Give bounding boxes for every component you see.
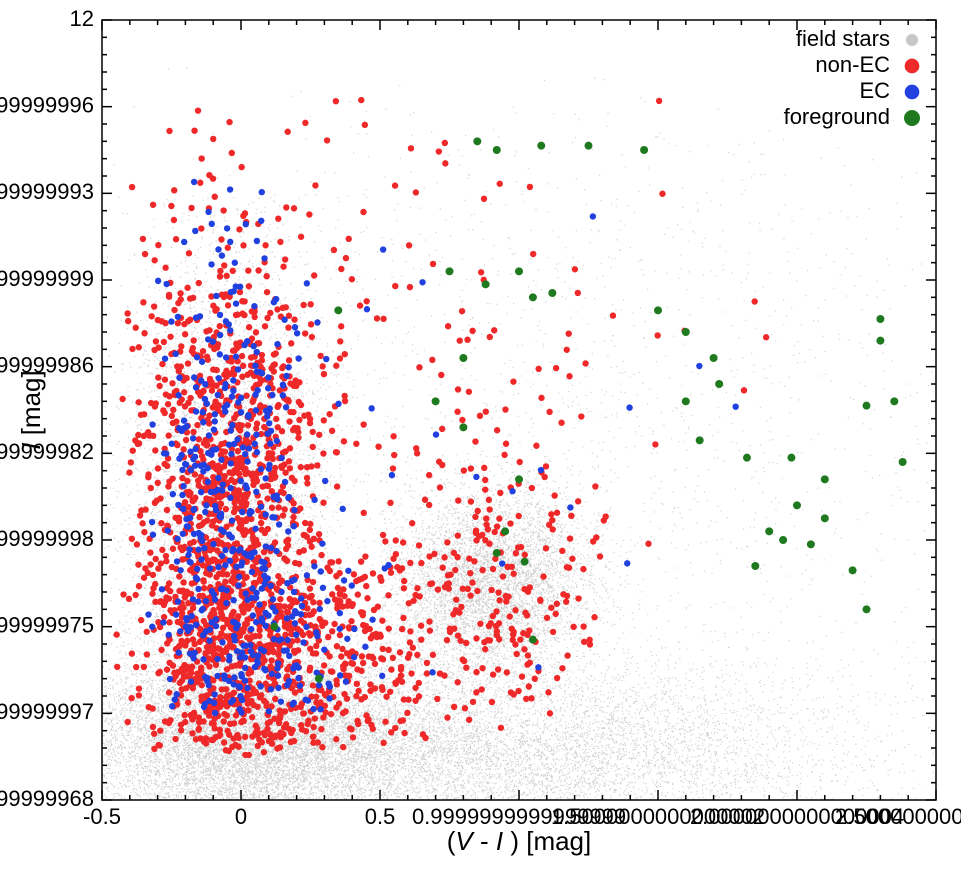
y-tick-label: 17.99999999999998 <box>0 526 94 551</box>
y-tick-label: 20.999999999999968 <box>0 786 94 811</box>
x-tick-label: 0 <box>235 804 247 829</box>
axis-title: I [mag] <box>16 370 46 449</box>
y-tick-label: 14.99999999999999 <box>0 266 94 291</box>
axes: -0.500.50.99999999999999991.500000000000… <box>0 6 961 856</box>
cmd-scatter-chart: -0.500.50.99999999999999991.500000000000… <box>0 0 961 882</box>
legend-marker <box>904 110 920 126</box>
legend-marker <box>905 59 920 74</box>
chart-svg: -0.500.50.99999999999999991.500000000000… <box>0 0 961 882</box>
legend: field starsnon-ECECforeground <box>784 26 920 129</box>
legend-marker <box>905 85 920 100</box>
x-tick-label: 0.5 <box>365 804 396 829</box>
axis-title: (V - I ) [mag] <box>447 826 592 856</box>
legend-label: non-EC <box>815 52 890 77</box>
y-tick-label: 18.999999999999975 <box>0 612 94 637</box>
y-tick-label: 15.999999999999986 <box>0 352 94 377</box>
legend-label: field stars <box>796 26 890 51</box>
y-tick-label: 12.999999999999996 <box>0 92 94 117</box>
y-tick-label: 16.999999999999982 <box>0 439 94 464</box>
x-tick-label: 2.500000000000001 <box>835 804 961 829</box>
legend-label: EC <box>859 78 890 103</box>
legend-marker <box>906 34 918 46</box>
legend-label: foreground <box>784 104 890 129</box>
y-tick-label: 13.999999999999993 <box>0 179 94 204</box>
y-tick-label: 19.99999999999997 <box>0 699 94 724</box>
y-tick-label: 12 <box>70 6 94 31</box>
